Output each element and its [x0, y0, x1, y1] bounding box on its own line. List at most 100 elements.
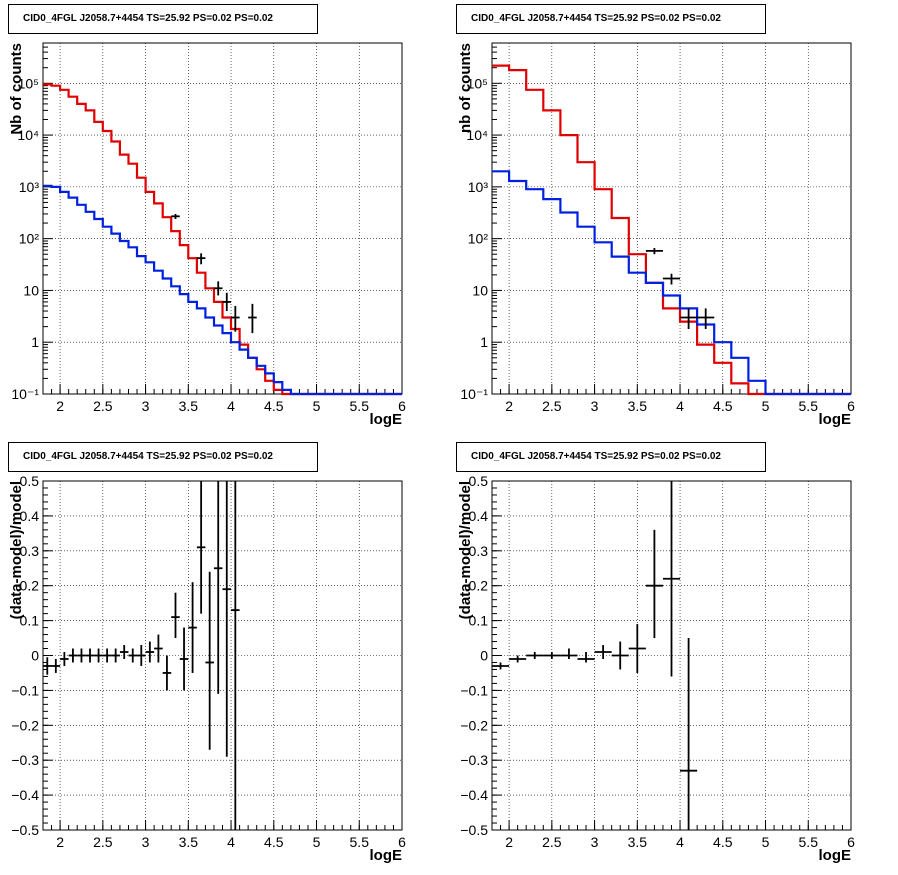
- x-tick-label: 4: [227, 398, 235, 414]
- y-tick-label: 0.4: [469, 508, 489, 524]
- y-tick-label: 0.1: [469, 613, 489, 629]
- y-axis-label: Nb of counts: [8, 43, 25, 135]
- data-points: [171, 213, 257, 334]
- x-tick-label: 2: [56, 834, 64, 850]
- x-tick-label: 6: [847, 834, 855, 850]
- y-tick-label: 10³: [468, 179, 489, 195]
- x-tick-label: 5: [762, 834, 770, 850]
- y-tick-label: 10⁴: [17, 127, 39, 143]
- y-tick-label: 1: [31, 334, 39, 350]
- y-tick-label: −0.5: [11, 822, 39, 838]
- x-tick-label: 3.5: [179, 834, 199, 850]
- x-tick-label: 2: [56, 398, 64, 414]
- chart-panel: 2 2.5 3 3.5 4 4.5 5 5.5 6logE−0.5−0.4−0.3−0.2−0.…: [457, 473, 855, 864]
- y-tick-label: 1: [480, 334, 488, 350]
- x-tick-label: 2: [505, 834, 513, 850]
- x-tick-label: 3: [591, 398, 599, 414]
- data-points: [645, 247, 715, 329]
- y-tick-label: 0.4: [20, 508, 40, 524]
- y-tick-label: −0.3: [460, 752, 488, 768]
- data-points: [43, 481, 240, 830]
- x-tick-label: 2.5: [542, 834, 562, 850]
- x-tick-label: 3.5: [179, 398, 199, 414]
- x-tick-label: 3: [142, 398, 150, 414]
- x-tick-label: 4.5: [264, 398, 284, 414]
- histogram-series: [43, 184, 402, 396]
- data-points: [492, 481, 698, 830]
- x-tick-label: 5: [313, 398, 321, 414]
- y-tick-label: 0.2: [20, 578, 40, 594]
- y-tick-label: 0.2: [469, 578, 489, 594]
- x-tick-label: 5.5: [350, 834, 370, 850]
- y-axis-label: (data-model)/model: [8, 481, 25, 619]
- y-tick-label: −0.4: [460, 787, 488, 803]
- x-tick-label: 2: [505, 398, 513, 414]
- x-tick-label: 5.5: [799, 398, 819, 414]
- x-axis-label: logE: [370, 411, 403, 428]
- y-axis: −0.5 −0.4 −0.3 −0.2 −0.1 0 0.1 0.2 0.3 0.4 0.5(dat…: [457, 473, 851, 838]
- y-tick-label: −0.1: [460, 682, 488, 698]
- y-tick-label: 0: [31, 648, 39, 664]
- x-tick-label: 2.5: [93, 834, 113, 850]
- x-tick-label: 4: [676, 834, 684, 850]
- x-tick-label: 4.5: [713, 398, 733, 414]
- x-tick-label: 2.5: [93, 398, 113, 414]
- y-tick-label: 10: [23, 282, 39, 298]
- x-axis-label: logE: [370, 847, 403, 864]
- x-tick-label: 4: [676, 398, 684, 414]
- x-tick-label: 5: [762, 398, 770, 414]
- y-tick-label: −0.4: [11, 787, 39, 803]
- y-tick-label: 10²: [468, 231, 489, 247]
- y-tick-label: −0.5: [460, 822, 488, 838]
- y-tick-label: 10²: [19, 231, 40, 247]
- y-tick-label: 0.3: [20, 543, 40, 559]
- x-tick-label: 4.5: [264, 834, 284, 850]
- x-axis-label: logE: [819, 847, 852, 864]
- x-tick-label: 5: [313, 834, 321, 850]
- histogram-series: [492, 170, 851, 396]
- x-tick-label: 3.5: [628, 398, 648, 414]
- y-tick-label: −0.2: [11, 717, 39, 733]
- y-tick-label: 0: [480, 648, 488, 664]
- chart-panel: 2 2.5 3 3.5 4 4.5 5 5.5 6logE−0.5−0.4−0.3−0.2−0.…: [8, 473, 406, 864]
- chart-title: CID0_4FGL J2058.7+4454 TS=25.92 PS=0.02 …: [456, 442, 766, 472]
- y-tick-label: 10⁴: [466, 127, 488, 143]
- x-tick-label: 3: [591, 834, 599, 850]
- x-tick-label: 4: [227, 834, 235, 850]
- x-tick-label: 6: [398, 834, 406, 850]
- x-tick-label: 3.5: [628, 834, 648, 850]
- y-tick-label: 0.5: [469, 473, 489, 489]
- y-tick-label: −0.3: [11, 752, 39, 768]
- y-axis-label: (data-model)/model: [457, 481, 474, 619]
- plot-area: [491, 42, 852, 395]
- y-tick-label: 10³: [19, 179, 40, 195]
- chart-title: CID0_4FGL J2058.7+4454 TS=25.92 PS=0.02 …: [8, 4, 318, 34]
- y-axis: −0.5 −0.4 −0.3 −0.2 −0.1 0 0.1 0.2 0.3 0.4 0.5(dat…: [8, 473, 402, 838]
- y-tick-label: −0.2: [460, 717, 488, 733]
- x-tick-label: 2.5: [542, 398, 562, 414]
- x-tick-label: 5.5: [799, 834, 819, 850]
- chart-title: CID0_4FGL J2058.7+4454 TS=25.92 PS=0.02 …: [456, 4, 766, 34]
- y-tick-label: 0.5: [20, 473, 40, 489]
- y-tick-label: 10⁻¹: [11, 386, 39, 402]
- x-tick-label: 4.5: [713, 834, 733, 850]
- y-axis-label: nb of counts: [457, 43, 474, 133]
- y-tick-label: 10⁵: [467, 75, 488, 91]
- y-tick-label: 0.3: [469, 543, 489, 559]
- y-tick-label: 10⁻¹: [460, 386, 488, 402]
- x-tick-label: 3: [142, 834, 150, 850]
- x-axis-label: logE: [819, 411, 852, 428]
- y-tick-label: 10: [472, 282, 488, 298]
- y-tick-label: 0.1: [20, 613, 40, 629]
- x-tick-label: 5.5: [350, 398, 370, 414]
- y-tick-label: −0.1: [11, 682, 39, 698]
- y-tick-label: 10⁵: [18, 75, 39, 91]
